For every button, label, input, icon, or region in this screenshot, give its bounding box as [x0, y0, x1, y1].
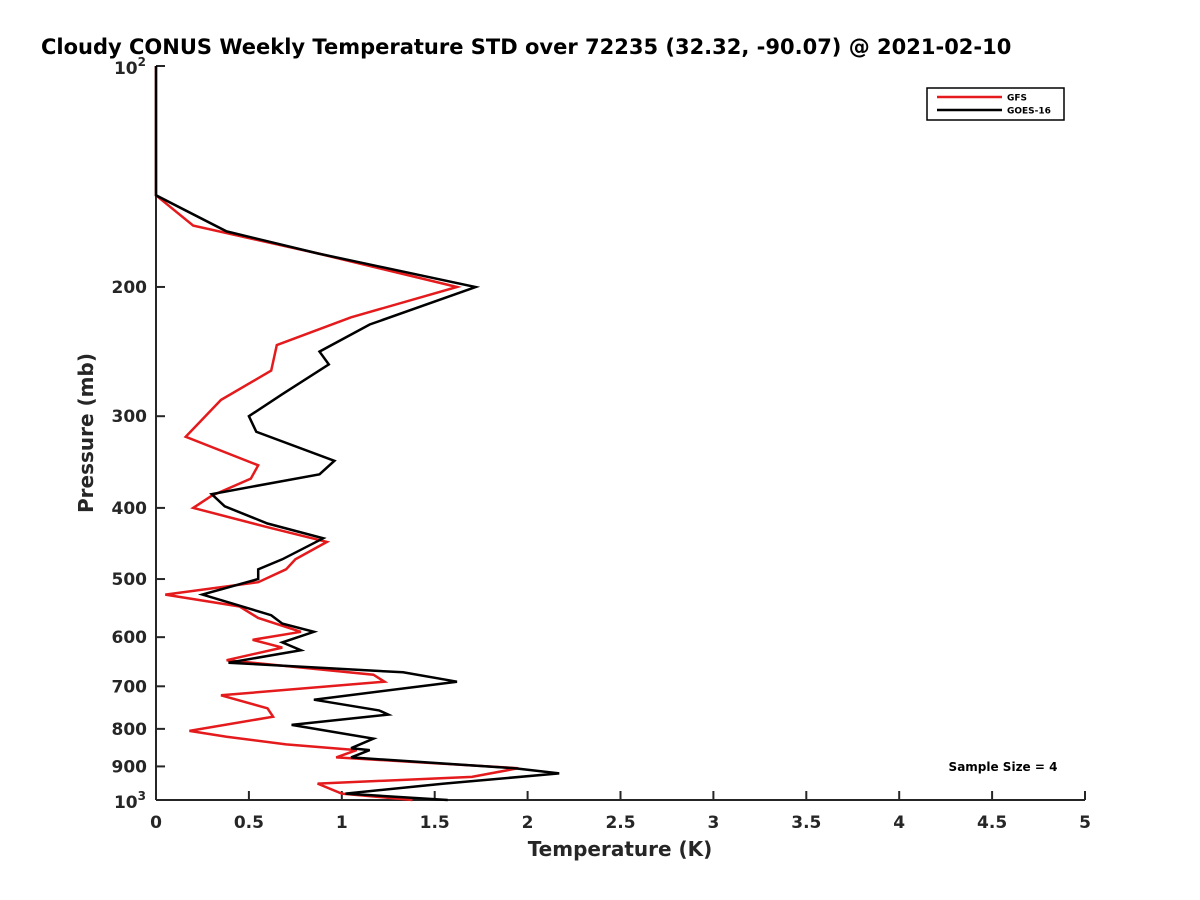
legend-label-gfs: GFS: [1007, 94, 1027, 104]
y-tick-label: 500: [112, 570, 148, 590]
legend-label-goes-16: GOES-16: [1007, 107, 1051, 117]
y-tick-label: 300: [112, 407, 148, 427]
series-line-gfs: [154, 66, 519, 802]
x-tick-label: 2: [522, 813, 534, 833]
y-tick-label: 200: [112, 278, 148, 298]
y-tick-label: 800: [112, 720, 148, 740]
x-tick-label: 5: [1079, 813, 1091, 833]
series-line-goes-16: [154, 66, 560, 802]
x-axis-label: Temperature (K): [528, 837, 713, 861]
y-tick-label: 900: [112, 757, 148, 777]
x-tick-label: 4.5: [977, 813, 1007, 833]
chart-title: Cloudy CONUS Weekly Temperature STD over…: [41, 35, 1011, 59]
x-tick-label: 0.5: [234, 813, 264, 833]
x-tick-label: 4: [893, 813, 905, 833]
plot-area: 0 0.5 1 1.5 2 2.5 3 3.5 4 4.5 5 102 200 300 400 500 600 7…: [112, 55, 1091, 833]
y-tick-label: 400: [112, 499, 148, 519]
x-tick-label: 3.5: [791, 813, 821, 833]
x-tick-label: 1: [336, 813, 348, 833]
legend-box: [926, 87, 1065, 121]
y-tick-label: 700: [112, 677, 148, 697]
legend: GFS GOES-16: [926, 87, 1065, 121]
x-tick-label: 3: [707, 813, 719, 833]
x-tick-label: 0: [150, 813, 162, 833]
sample-size-annotation: Sample Size = 4: [949, 760, 1058, 774]
y-axis-label: Pressure (mb): [74, 353, 98, 513]
x-tick-label: 1.5: [420, 813, 450, 833]
y-tick-label: 600: [112, 628, 148, 648]
x-tick-label: 2.5: [605, 813, 635, 833]
y-tick-label: 102: [114, 55, 146, 79]
y-tick-label: 103: [114, 789, 146, 813]
